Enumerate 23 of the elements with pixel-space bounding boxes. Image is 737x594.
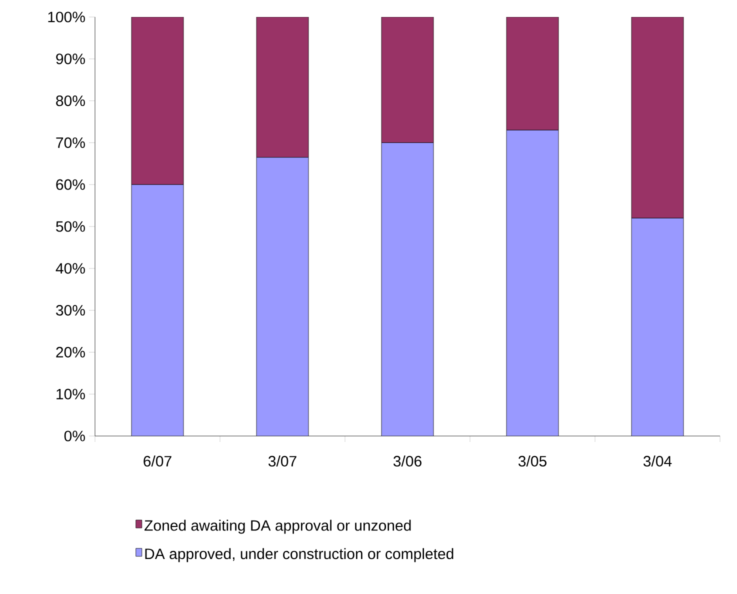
x-tick-label: 6/07 [144,456,172,467]
y-tick-label: 20% [56,346,85,358]
y-tick-label: 80% [56,95,85,106]
x-tick-label: 3/06 [393,456,422,467]
y-tick-label: 10% [56,388,85,400]
bar [382,142,434,436]
bar [506,130,559,436]
x-tick-label: 3/04 [643,456,672,467]
x-tick-label: 3/05 [518,456,546,467]
legend-label: Zoned awaiting DA approval or unzoned [144,520,411,534]
y-tick-label: 90% [56,54,85,64]
y-tick-label: 70% [56,137,85,148]
legend-label: DA approved, under construction or completed [145,548,454,562]
y-tick-label: 50% [56,221,85,232]
y-tick-label: 0% [64,430,85,442]
x-tick-label: 3/07 [268,456,296,467]
y-tick-label: 40% [56,263,85,274]
bar [631,218,684,436]
bar [132,184,184,436]
bar [256,157,309,436]
y-tick-label: 30% [56,304,85,316]
y-tick-label: 60% [56,179,85,190]
y-tick-label: 100% [48,12,85,22]
